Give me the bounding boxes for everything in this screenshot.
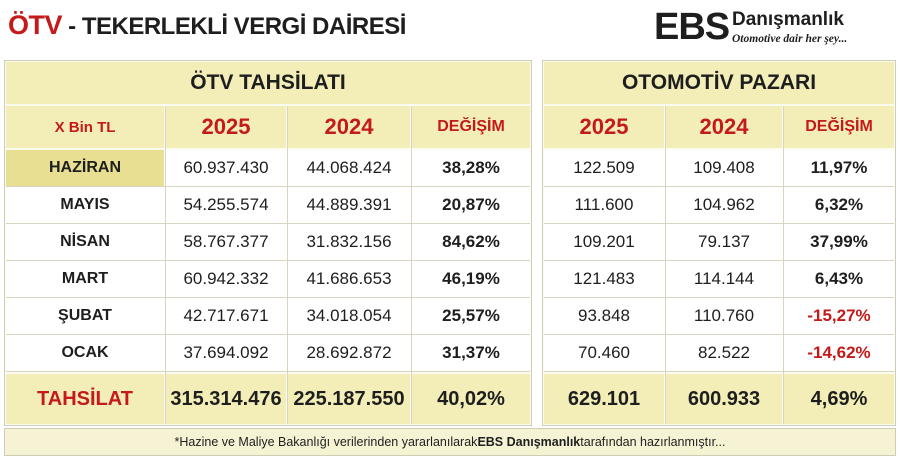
totals-tax-2024: 225.187.550 [288,374,410,424]
totals-label: TAHSİLAT [6,374,164,424]
row-tax-2025: 54.255.574 [183,195,269,214]
market-section-title: OTOMOTİV PAZARI [544,62,894,104]
market-table-row [544,261,894,298]
row-market-2024: 114.144 [693,269,755,288]
column-divider [287,106,288,424]
row-market-change: 11,97% [810,158,868,177]
row-tax-2025: 42.717.671 [183,306,269,325]
row-market-2025: 121.483 [573,269,635,288]
row-month: OCAK [61,344,109,361]
row-market-2025: 93.848 [578,306,630,325]
column-divider [665,106,666,424]
row-market-2025: 109.201 [573,232,635,251]
column-divider [411,106,412,424]
row-tax-2024: 28.692.872 [306,343,392,362]
tax-col-change: DEĞİŞİM [412,106,530,148]
row-tax-2025: 60.937.430 [183,158,269,177]
row-tax-change: 46,19% [442,269,500,288]
row-market-change: -15,27% [807,306,871,325]
footnote-after: tarafından hazırlanmıştır... [580,435,726,449]
page-title: ÖTV - TEKERLEKLİ VERGİ DAİRESİ [8,10,406,41]
market-col-change: DEĞİŞİM [784,106,894,148]
row-tax-2025: 58.767.377 [183,232,269,251]
ebs-logo: EBS Danışmanlık Otomotive dair her şey..… [654,6,886,52]
market-col-2025: 2025 [544,106,664,148]
row-market-change: 37,99% [810,232,868,251]
row-market-2024: 82.522 [698,343,750,362]
tax-section-title: ÖTV TAHSİLATI [6,62,530,104]
header: ÖTV - TEKERLEKLİ VERGİ DAİRESİ EBS Danış… [0,0,900,58]
tax-table-row [6,298,530,335]
row-market-2025: 111.600 [574,195,634,214]
row-tax-2024: 44.889.391 [306,195,392,214]
row-tax-change: 38,28% [442,158,500,177]
row-tax-2025: 60.942.332 [183,269,269,288]
footnote-brand: EBS Danışmanlık [477,435,581,449]
row-month: HAZİRAN [6,150,164,186]
totals-market-2024: 600.933 [666,374,782,424]
row-market-change: 6,32% [814,195,864,214]
footnote-before: *Hazine ve Maliye Bakanlığı verilerinden… [174,435,478,449]
row-tax-change: 20,87% [442,195,500,214]
logo-brand: Danışmanlık [732,9,844,30]
totals-market-change: 4,69% [784,374,894,424]
row-market-change: 6,43% [814,269,864,288]
tax-table-row [6,335,530,372]
row-tax-change: 31,37% [442,343,500,362]
row-month: NİSAN [60,233,110,250]
row-market-2024: 109.408 [693,158,755,177]
row-month: MAYIS [60,196,110,213]
logo-mark: EBS [654,6,730,48]
row-tax-2024: 44.068.424 [306,158,392,177]
totals-tax-2025: 315.314.476 [166,374,286,424]
row-market-2024: 110.760 [693,306,755,325]
row-market-2024: 79.137 [698,232,750,251]
column-divider [165,106,166,424]
row-month: MART [61,270,109,287]
tax-table-row [6,224,530,261]
row-market-2025: 70.460 [578,343,630,362]
row-tax-2024: 41.686.653 [306,269,392,288]
row-month: ŞUBAT [58,307,112,324]
market-table-row [544,187,894,224]
column-divider [783,106,784,424]
market-table-row [544,335,894,372]
row-tax-change: 25,57% [442,306,500,325]
tax-table-row [6,187,530,224]
totals-tax-change: 40,02% [412,374,530,424]
row-tax-2024: 31.832.156 [306,232,392,251]
unit-label: X Bin TL [6,106,164,148]
row-tax-change: 84,62% [442,232,500,251]
tax-col-2024: 2024 [288,106,410,148]
title-rest: - TEKERLEKLİ VERGİ DAİRESİ [62,13,406,40]
row-market-2024: 104.962 [693,195,755,214]
tax-col-2025: 2025 [166,106,286,148]
row-tax-2025: 37.694.092 [183,343,269,362]
row-market-2025: 122.509 [573,158,635,177]
source-footnote: *Hazine ve Maliye Bakanlığı verilerinden… [4,428,896,456]
row-tax-2024: 34.018.054 [306,306,392,325]
market-table-row [544,224,894,261]
logo-tagline: Otomotive dair her şey... [732,33,848,45]
market-table-row [544,150,894,187]
title-main: ÖTV [8,10,63,40]
row-market-change: -14,62% [807,343,871,362]
totals-market-2025: 629.101 [544,374,664,424]
tax-table-row [6,261,530,298]
market-col-2024: 2024 [666,106,782,148]
market-table-row [544,298,894,335]
